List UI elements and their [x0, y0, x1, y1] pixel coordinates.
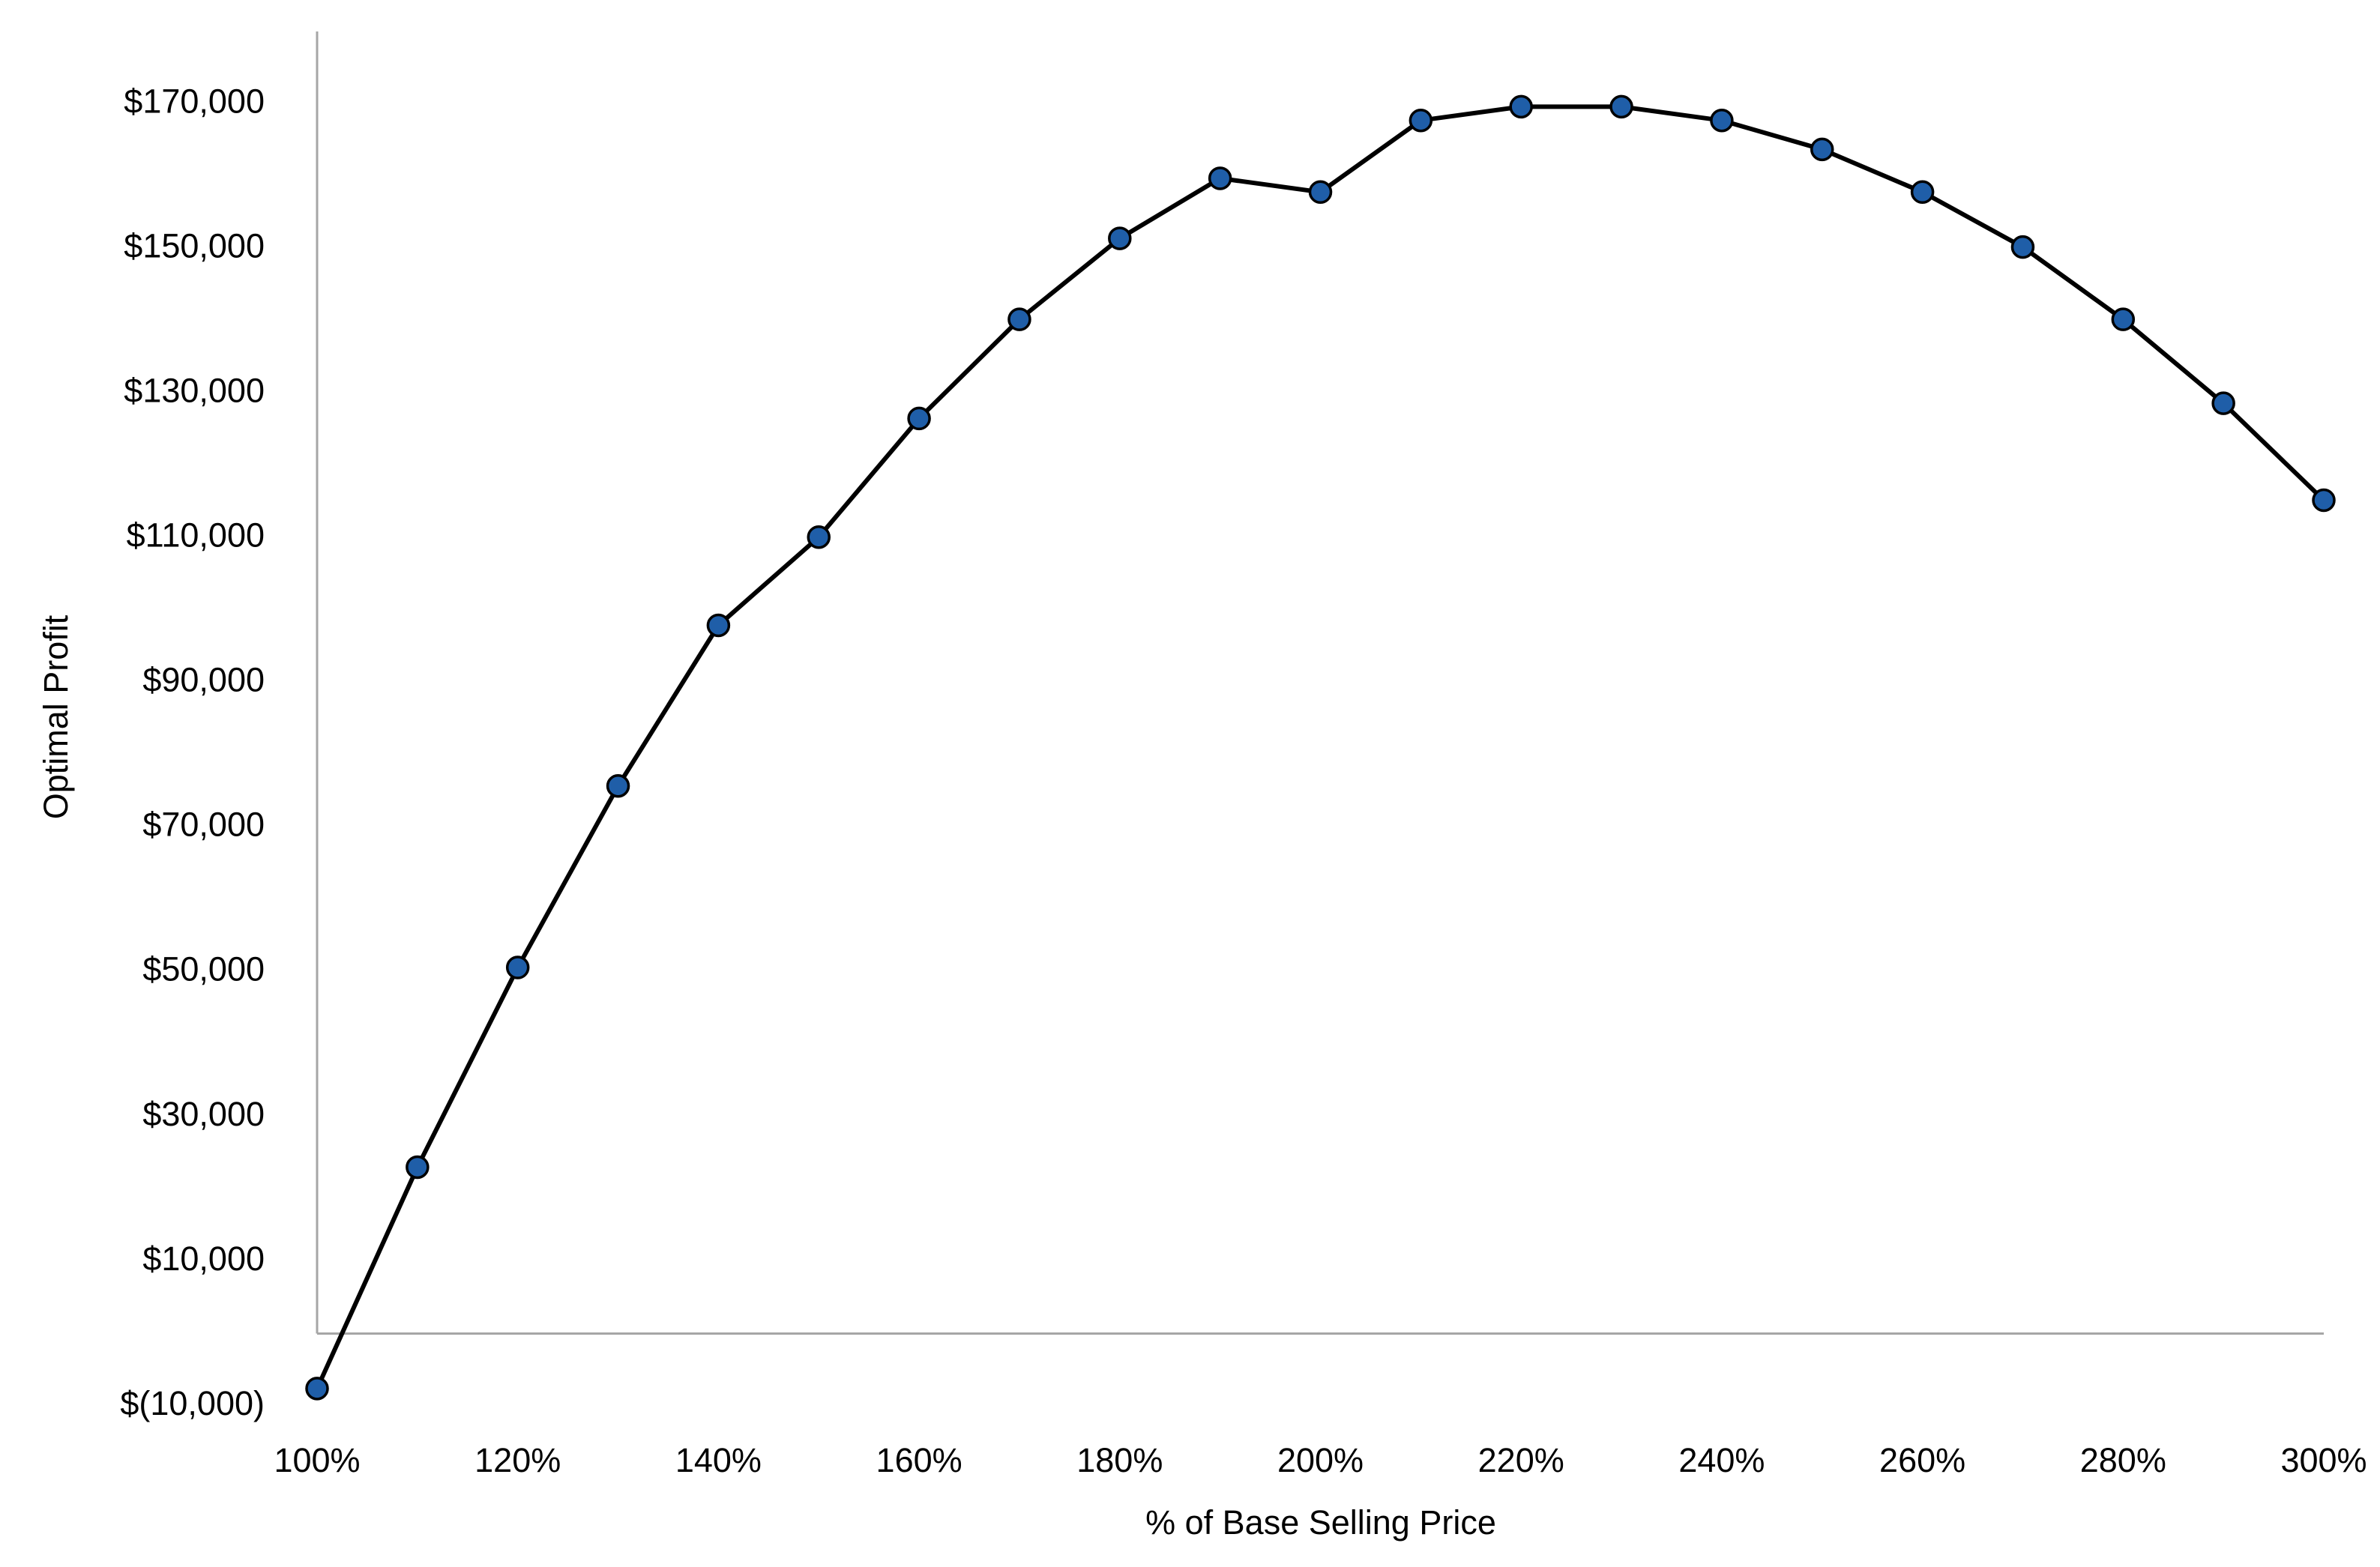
y-axis-title: Optimal Profit: [37, 615, 75, 819]
y-tick-label: $30,000: [142, 1095, 265, 1133]
marker: [907, 406, 931, 431]
marker: [1810, 137, 1834, 162]
x-axis-title: % of Base Selling Price: [1145, 1503, 1496, 1542]
x-tick-label: 100%: [274, 1441, 360, 1479]
marker: [706, 613, 731, 638]
y-tick-label: $70,000: [142, 806, 265, 844]
x-tick-label: 160%: [876, 1441, 962, 1479]
marker: [1108, 226, 1132, 250]
y-tick-label: $150,000: [124, 226, 265, 265]
marker: [1509, 94, 1533, 119]
marker: [2111, 307, 2136, 331]
marker: [807, 525, 831, 549]
line: [315, 104, 2326, 1390]
marker: [1208, 166, 1232, 190]
y-tick-label: $170,000: [124, 82, 265, 120]
marker: [2312, 488, 2336, 513]
x-tick-label: 240%: [1678, 1441, 1765, 1479]
x-tick-label: 300%: [2280, 1441, 2367, 1479]
marker: [1609, 94, 1633, 119]
marker: [1710, 108, 1734, 133]
marker: [1409, 108, 1433, 133]
y-tick-label: $(10,000): [120, 1384, 265, 1422]
x-tick-label: 120%: [475, 1441, 561, 1479]
x-tick-label: 200%: [1277, 1441, 1364, 1479]
marker: [2211, 391, 2235, 415]
marker: [1007, 307, 1031, 331]
y-tick-label: $90,000: [142, 661, 265, 699]
marker: [1308, 180, 1333, 205]
marker: [305, 1377, 329, 1401]
y-tick-label: $110,000: [127, 516, 265, 555]
marker: [1910, 180, 1935, 205]
y-tick-label: $10,000: [142, 1240, 265, 1278]
y-tick-label: $130,000: [124, 372, 265, 410]
marker: [406, 1155, 430, 1180]
x-tick-label: 220%: [1478, 1441, 1564, 1479]
x-tick-label: 180%: [1076, 1441, 1163, 1479]
marker: [505, 955, 530, 979]
marker: [606, 774, 630, 798]
y-tick-label: $50,000: [142, 950, 265, 988]
x-tick-label: 260%: [1879, 1441, 1965, 1479]
marker: [2010, 235, 2035, 259]
x-tick-label: 140%: [675, 1441, 762, 1479]
x-tick-label: 280%: [2080, 1441, 2166, 1479]
